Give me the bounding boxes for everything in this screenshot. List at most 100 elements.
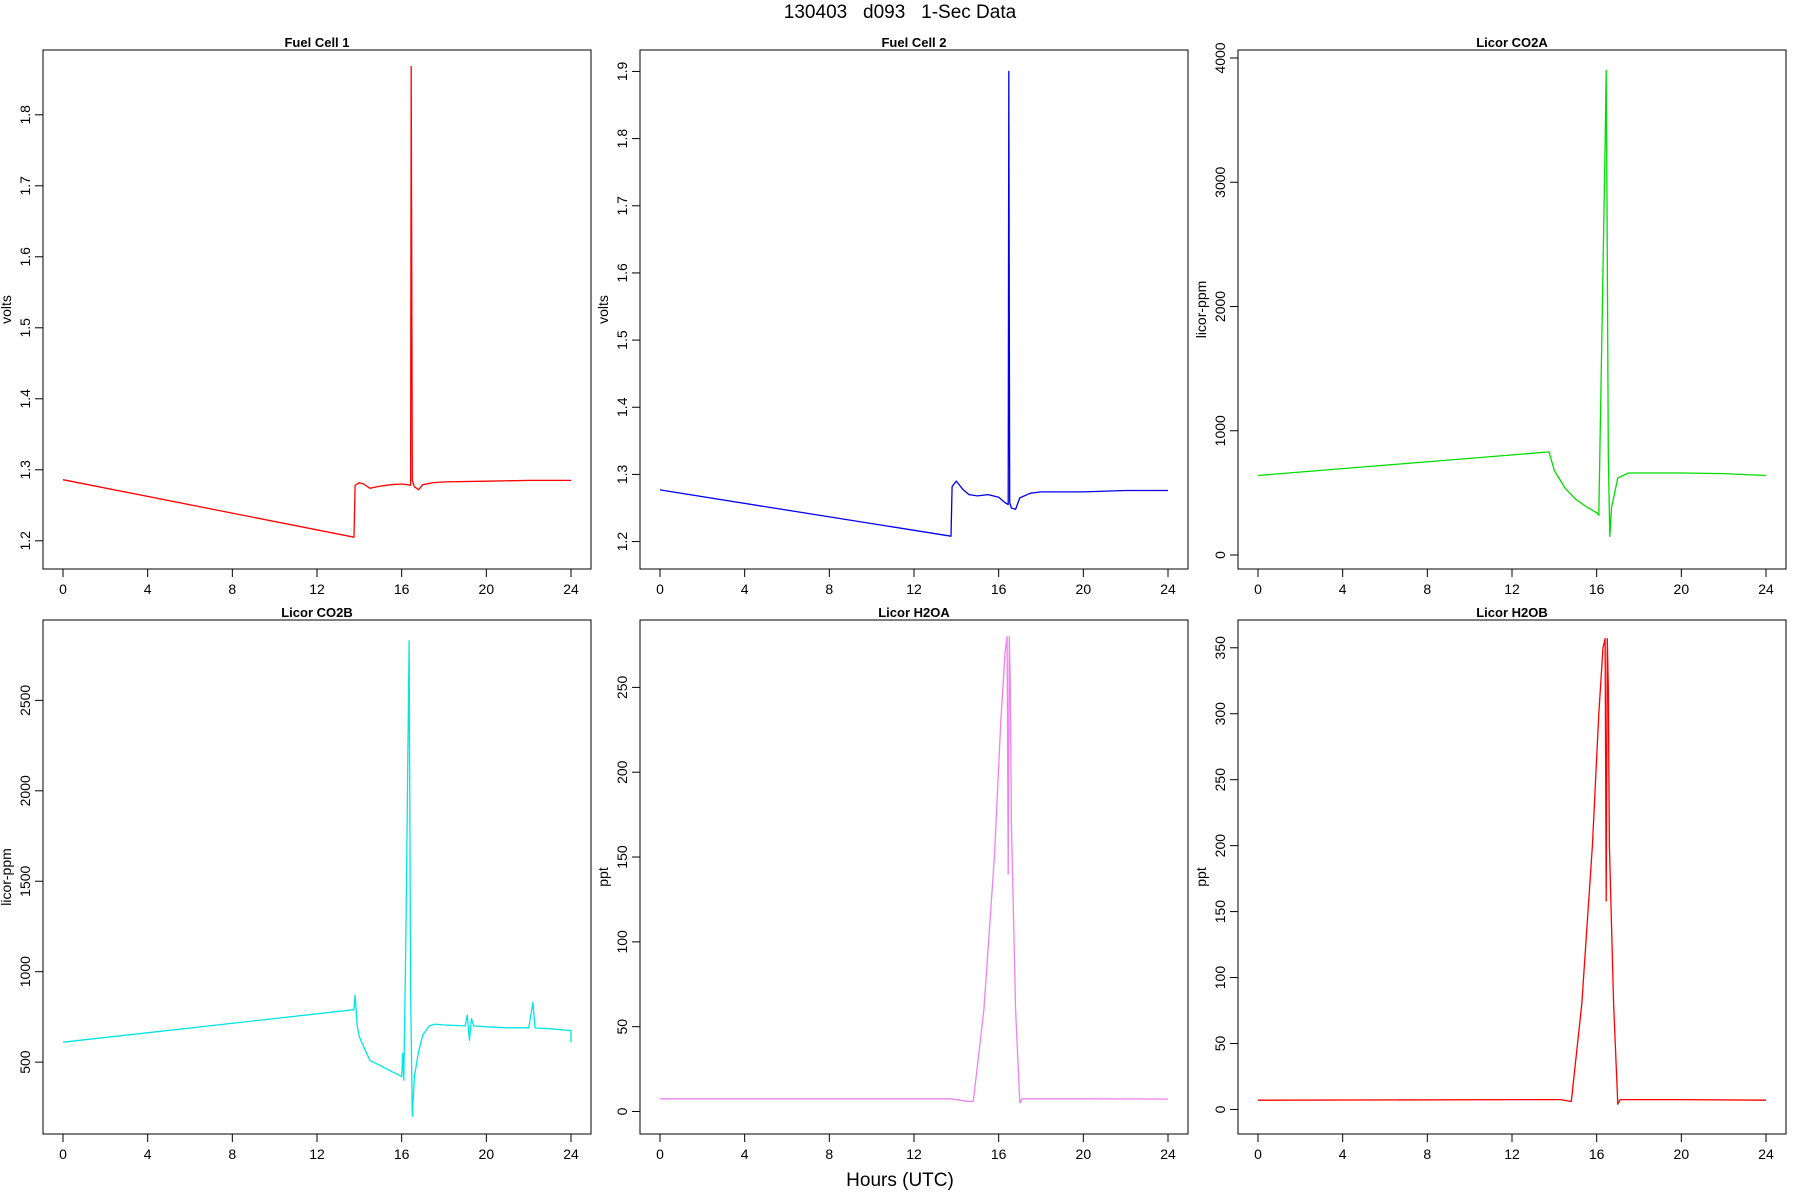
figure-title: 130403 d093 1-Sec Data <box>783 2 1017 23</box>
y-tick-label: 1.9 <box>614 61 630 81</box>
x-tick-label: 16 <box>1589 581 1605 597</box>
y-tick-label: 500 <box>17 1050 33 1074</box>
y-tick-label: 300 <box>1212 702 1228 726</box>
plot-frame <box>639 619 1189 1135</box>
x-tick-label: 8 <box>1423 1146 1431 1162</box>
y-tick-label: 150 <box>614 845 630 869</box>
panel-title: Fuel Cell 2 <box>881 35 946 50</box>
x-tick-label: 12 <box>309 581 325 597</box>
panel-2: Fuel Cell 2 0 4 8 12 16 20 24 1.2 1.3 1.4 1.5 1.6 1.7… <box>595 35 1189 597</box>
panel-title: Licor CO2B <box>281 605 353 620</box>
x-tick-label: 12 <box>309 1146 325 1162</box>
x-tick-label: 12 <box>1504 581 1520 597</box>
figure-xlabel: Hours (UTC) <box>846 1170 954 1191</box>
x-tick-label: 4 <box>741 581 749 597</box>
panel-5: Licor H2OA 0 4 8 12 16 20 24 0 50 100 150 200 250 ppt <box>595 605 1189 1162</box>
x-tick-label: 0 <box>59 1146 67 1162</box>
y-tick-label: 1.7 <box>17 176 33 196</box>
x-tick-label: 4 <box>144 1146 152 1162</box>
y-tick-label: 2500 <box>17 685 33 716</box>
x-tick-label: 0 <box>59 581 67 597</box>
panel-title: Licor H2OB <box>1476 605 1548 620</box>
plot-frame <box>1237 619 1787 1135</box>
y-tick-label: 1.5 <box>614 330 630 350</box>
y-tick-label: 1.4 <box>614 397 630 417</box>
x-tick-label: 24 <box>563 581 579 597</box>
plot-frame <box>42 49 592 570</box>
y-tick-label: 0 <box>1212 1105 1228 1113</box>
x-tick-label: 20 <box>1076 581 1092 597</box>
y-tick-label: 50 <box>614 1019 630 1035</box>
x-tick-label: 8 <box>1423 581 1431 597</box>
y-tick-label: 1.5 <box>17 318 33 338</box>
y-tick-label: 100 <box>614 930 630 954</box>
y-tick-label: 1.6 <box>614 263 630 283</box>
y-tick-label: 1.4 <box>17 389 33 409</box>
y-axis-label: ppt <box>595 867 611 887</box>
y-tick-label: 250 <box>614 675 630 699</box>
x-tick-label: 4 <box>1339 1146 1347 1162</box>
series-line <box>62 65 571 538</box>
plot-frame <box>1237 49 1787 570</box>
x-tick-label: 16 <box>991 581 1007 597</box>
x-tick-label: 4 <box>1339 581 1347 597</box>
x-tick-label: 16 <box>991 1146 1007 1162</box>
x-tick-label: 24 <box>1758 581 1774 597</box>
y-tick-label: 250 <box>1212 768 1228 792</box>
panel-1: Fuel Cell 1 0 4 8 12 16 20 24 1.2 1.3 1.4 1.5 1.6 1.7… <box>0 35 592 597</box>
x-tick-label: 20 <box>1674 581 1690 597</box>
panel-6: Licor H2OB 0 4 8 12 16 20 24 0 50 100 150 200 250 300 3… <box>1193 605 1787 1162</box>
x-tick-label: 24 <box>1160 1146 1176 1162</box>
panel-title: Fuel Cell 1 <box>284 35 349 50</box>
x-tick-label: 20 <box>1674 1146 1690 1162</box>
x-tick-label: 24 <box>1758 1146 1774 1162</box>
y-axis-label: licor-ppm <box>0 848 14 906</box>
panel-title: Licor H2OA <box>878 605 950 620</box>
x-tick-label: 8 <box>825 1146 833 1162</box>
x-tick-label: 24 <box>563 1146 579 1162</box>
x-tick-label: 4 <box>741 1146 749 1162</box>
y-tick-label: 1.2 <box>614 532 630 552</box>
y-tick-label: 4000 <box>1212 42 1228 73</box>
series-line <box>62 640 572 1118</box>
y-tick-label: 1500 <box>17 865 33 896</box>
x-tick-label: 8 <box>228 581 236 597</box>
y-tick-label: 3000 <box>1212 166 1228 197</box>
panel-3: Licor CO2A 0 4 8 12 16 20 24 0 1000 2000 3000 4000 li… <box>1193 35 1787 597</box>
x-tick-label: 0 <box>1254 581 1262 597</box>
x-tick-label: 12 <box>1504 1146 1520 1162</box>
y-tick-label: 1000 <box>1212 415 1228 446</box>
y-tick-label: 2000 <box>1212 291 1228 322</box>
x-tick-label: 12 <box>906 581 922 597</box>
y-tick-label: 1.8 <box>614 129 630 149</box>
y-tick-label: 1.7 <box>614 196 630 216</box>
y-tick-label: 50 <box>1212 1035 1228 1051</box>
plot-frame <box>42 619 592 1135</box>
y-tick-label: 1.2 <box>17 531 33 551</box>
x-tick-label: 8 <box>825 581 833 597</box>
x-tick-label: 16 <box>1589 1146 1605 1162</box>
x-tick-label: 0 <box>656 1146 664 1162</box>
y-tick-label: 350 <box>1212 636 1228 660</box>
y-tick-label: 1.3 <box>17 460 33 480</box>
y-tick-label: 200 <box>1212 834 1228 858</box>
x-tick-label: 16 <box>394 1146 410 1162</box>
y-tick-label: 1.3 <box>614 464 630 484</box>
y-tick-label: 1000 <box>17 956 33 987</box>
y-tick-label: 200 <box>614 760 630 784</box>
x-tick-label: 20 <box>479 581 495 597</box>
y-axis-label: volts <box>0 295 14 324</box>
y-tick-label: 1.8 <box>17 105 33 125</box>
y-tick-label: 0 <box>614 1107 630 1115</box>
series-line <box>660 635 1169 1104</box>
y-tick-label: 150 <box>1212 900 1228 924</box>
y-tick-label: 0 <box>1212 551 1228 559</box>
panel-title: Licor CO2A <box>1476 35 1548 50</box>
series-line <box>1257 69 1767 538</box>
y-tick-label: 100 <box>1212 966 1228 990</box>
series-line <box>659 70 1168 537</box>
x-tick-label: 8 <box>228 1146 236 1162</box>
x-tick-label: 20 <box>1076 1146 1092 1162</box>
series-line <box>1257 637 1767 1105</box>
